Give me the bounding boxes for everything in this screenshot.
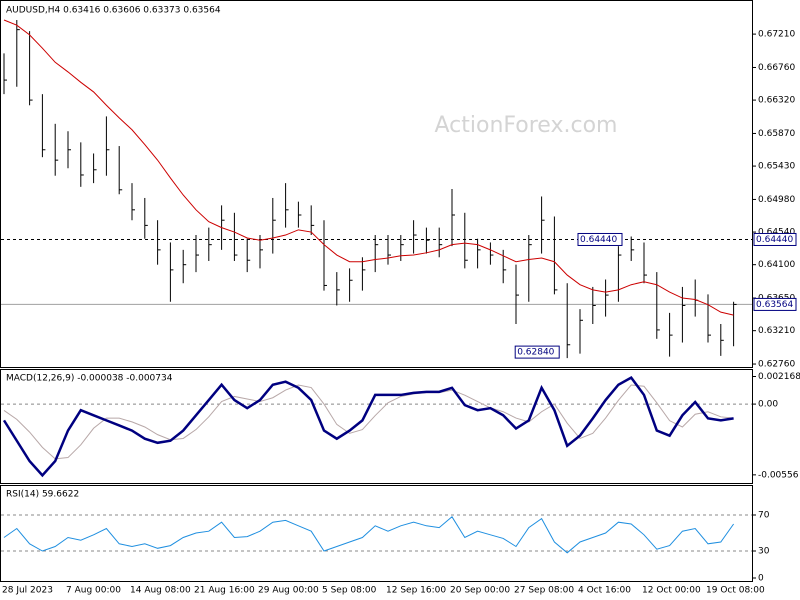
y-tick-label: 0.63210 [758,326,795,336]
rsi-title: RSI(14) 59.6622 [6,490,79,500]
y-tick-label: 0.002168 [758,372,800,382]
y-tick-label: 30 [758,547,770,557]
x-tick-label: 7 Aug 00:00 [66,586,121,596]
y-tick-label: -0.00556 [758,470,799,480]
price-label-box [753,297,797,311]
x-tick-label: 21 Aug 16:00 [194,586,255,596]
y-tick-label: 0.64980 [758,195,795,205]
x-tick-label: 28 Jul 2023 [2,586,53,596]
moving-average [3,19,734,316]
low-annotation-box [514,345,560,359]
x-tick-label: 12 Oct 00:00 [642,586,701,596]
macd-signal [3,384,734,460]
price-label: 0.63564 [756,300,793,310]
y-tick-label: 0.62760 [758,360,795,370]
x-tick-label: 14 Aug 08:00 [130,586,191,596]
chart-title: AUDUSD,H4 0.63416 0.63606 0.63373 0.6356… [6,6,221,16]
y-tick-label: 0.65870 [758,129,795,139]
y-tick-label: 0.66760 [758,63,795,73]
macd-panel [0,369,753,484]
level-annotation-box [577,232,623,246]
x-tick-label: 29 Aug 00:00 [258,586,319,596]
y-tick-label: 0.00 [758,400,778,410]
rsi-line [3,516,735,554]
y-tick-label: 0.65430 [758,162,795,172]
level-label-box [753,232,797,246]
x-tick-label: 27 Sep 08:00 [514,586,574,596]
x-tick-label: 12 Sep 16:00 [386,586,446,596]
rsi-panel [0,485,753,582]
x-tick-label: 5 Sep 08:00 [322,586,377,596]
y-tick-label: 0 [758,574,764,584]
y-tick-label: 0.66320 [758,96,795,106]
level-annotation: 0.64440 [580,235,617,245]
low-annotation: 0.62840 [517,348,554,358]
level-label: 0.64440 [756,235,793,245]
watermark: ActionForex.com [435,113,618,138]
y-tick-label: 0.64100 [758,260,795,270]
x-tick-label: 20 Sep 00:00 [450,586,510,596]
y-tick-label: 0.64540 [758,228,795,238]
macd-title: MACD(12,26,9) -0.000038 -0.000734 [6,374,173,384]
y-tick-label: 0.67210 [758,30,795,40]
macd-main [2,375,734,478]
x-tick-label: 19 Oct 08:00 [706,586,765,596]
y-tick-label: 70 [758,511,770,521]
x-tick-label: 4 Oct 16:00 [578,586,631,596]
price-panel [0,0,753,368]
